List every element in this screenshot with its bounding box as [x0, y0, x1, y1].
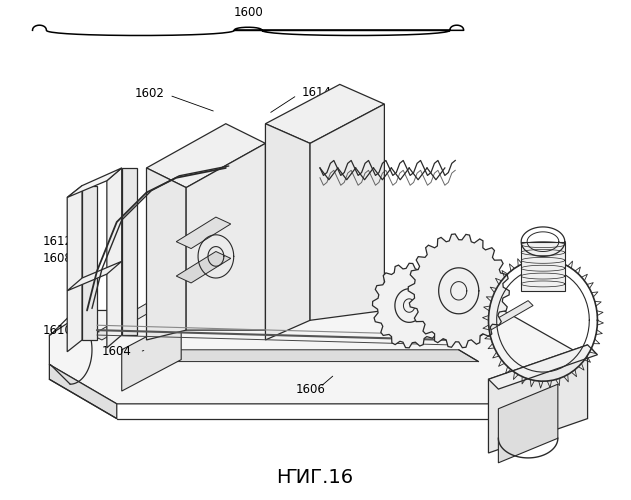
Polygon shape	[266, 124, 310, 340]
Text: 1608: 1608	[42, 252, 72, 265]
Text: 1600: 1600	[233, 6, 263, 18]
Polygon shape	[107, 168, 122, 348]
Polygon shape	[488, 345, 598, 389]
Polygon shape	[82, 186, 97, 340]
Polygon shape	[68, 262, 122, 291]
Polygon shape	[408, 234, 509, 347]
Polygon shape	[122, 168, 136, 335]
Polygon shape	[469, 300, 533, 340]
Polygon shape	[186, 144, 266, 330]
Text: 1604: 1604	[102, 346, 132, 358]
Polygon shape	[49, 364, 117, 418]
Polygon shape	[146, 168, 186, 340]
Text: 1602: 1602	[134, 86, 164, 100]
Polygon shape	[68, 168, 122, 198]
Polygon shape	[122, 350, 478, 362]
Polygon shape	[533, 380, 573, 418]
Polygon shape	[176, 217, 231, 248]
Polygon shape	[68, 186, 82, 352]
Polygon shape	[176, 252, 231, 283]
Text: ҤИГ.16: ҤИГ.16	[276, 468, 353, 487]
Polygon shape	[488, 345, 587, 453]
Text: 1612: 1612	[42, 235, 73, 248]
Polygon shape	[498, 384, 558, 463]
Polygon shape	[146, 124, 266, 188]
Polygon shape	[310, 104, 384, 320]
Text: 1606: 1606	[295, 382, 325, 396]
Polygon shape	[49, 310, 573, 404]
Polygon shape	[372, 264, 446, 348]
Text: 1614: 1614	[302, 86, 332, 99]
Polygon shape	[266, 84, 384, 144]
Polygon shape	[122, 318, 181, 391]
Polygon shape	[521, 242, 565, 291]
Text: 1610: 1610	[42, 324, 73, 336]
Polygon shape	[92, 300, 162, 340]
